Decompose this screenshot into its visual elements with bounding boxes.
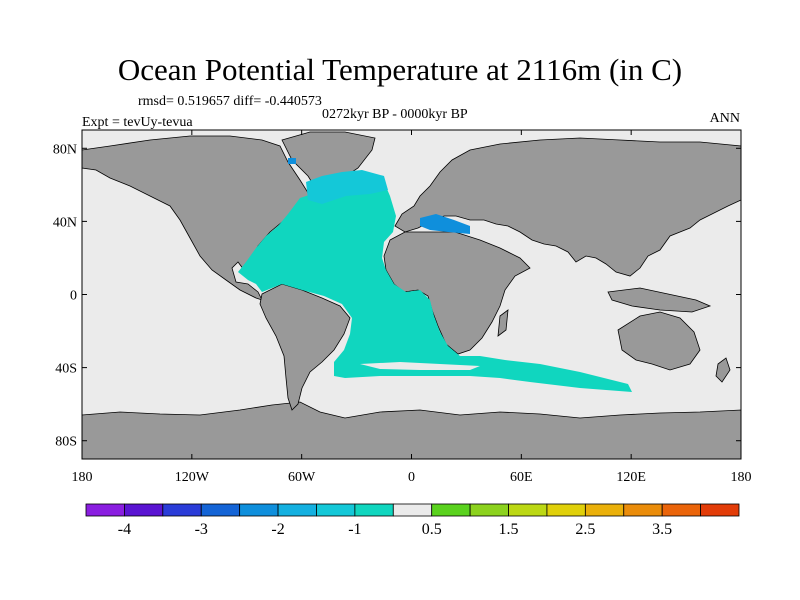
colorbar-label: -3 <box>195 521 208 538</box>
anomaly-south-atlantic-warm-ridge <box>360 362 480 370</box>
colorbar-label: -1 <box>348 521 361 538</box>
land-indonesia <box>607 287 712 313</box>
land-eurasia <box>394 137 742 277</box>
stats-label: rmsd= 0.519657 diff= -0.440573 <box>138 94 322 109</box>
colorbar-swatch <box>700 503 740 517</box>
period-label: 0272kyr BP - 0000kyr BP <box>322 107 468 122</box>
anomaly-baffin-cold <box>288 158 296 164</box>
colorbar-swatch <box>85 503 125 517</box>
colorbar-swatch <box>316 503 356 517</box>
x-tick-label: 180 <box>731 470 752 485</box>
colorbar-swatch <box>546 503 586 517</box>
season-label: ANN <box>709 111 740 126</box>
land-north-america <box>81 135 311 301</box>
land-madagascar <box>497 309 509 337</box>
colorbar-swatch <box>508 503 548 517</box>
land-new-zealand <box>715 357 731 383</box>
anomaly-atlantic <box>238 178 632 392</box>
map-panel <box>81 129 742 460</box>
x-tick-label: 120W <box>175 470 210 485</box>
y-tick-label: 80N <box>53 142 77 157</box>
map-title: Ocean Potential Temperature at 2116m (in… <box>117 52 683 87</box>
colorbar-swatch <box>124 503 164 517</box>
anomaly-mediterranean-cold <box>420 214 470 234</box>
x-tick-label: 180 <box>72 470 93 485</box>
colorbar-label: 2.5 <box>575 521 595 538</box>
land-australia <box>617 311 701 371</box>
colorbar: -4 -3 -2 -1 0.5 1.5 2.5 3.5 <box>85 503 740 538</box>
colorbar-swatch <box>431 503 471 517</box>
colorbar-swatch <box>239 503 279 517</box>
colorbar-label: 0.5 <box>422 521 442 538</box>
anomaly-north-atlantic-cold <box>306 170 388 204</box>
land-antarctica <box>81 401 742 460</box>
land-south-america <box>259 283 351 411</box>
experiment-label: Expt = tevUy-tevua <box>82 115 193 130</box>
colorbar-swatch <box>200 503 241 517</box>
y-tick-label: 40S <box>55 362 77 377</box>
colorbar-label: -2 <box>271 521 284 538</box>
x-tick-label: 60W <box>288 470 316 485</box>
y-tick-label: 0 <box>70 289 77 304</box>
colorbar-swatch <box>584 503 625 517</box>
colorbar-swatch <box>162 503 202 517</box>
y-tick-label: 40N <box>53 215 77 230</box>
y-tick-label: 80S <box>55 435 77 450</box>
axis-ticks: 180 120W 60W 0 60E 120E 180 80N 40N 0 40S 80S <box>53 130 752 485</box>
colorbar-label: 3.5 <box>652 521 672 538</box>
colorbar-swatch <box>661 503 701 517</box>
colorbar-label: -4 <box>118 521 131 538</box>
colorbar-label: 1.5 <box>499 521 519 538</box>
colorbar-swatch <box>623 503 663 517</box>
colorbar-swatch <box>354 503 394 517</box>
colorbar-swatch <box>392 503 433 517</box>
x-tick-label: 0 <box>408 470 415 485</box>
x-tick-label: 120E <box>616 470 646 485</box>
colorbar-swatch <box>277 503 317 517</box>
x-tick-label: 60E <box>510 470 533 485</box>
colorbar-swatch <box>469 503 509 517</box>
